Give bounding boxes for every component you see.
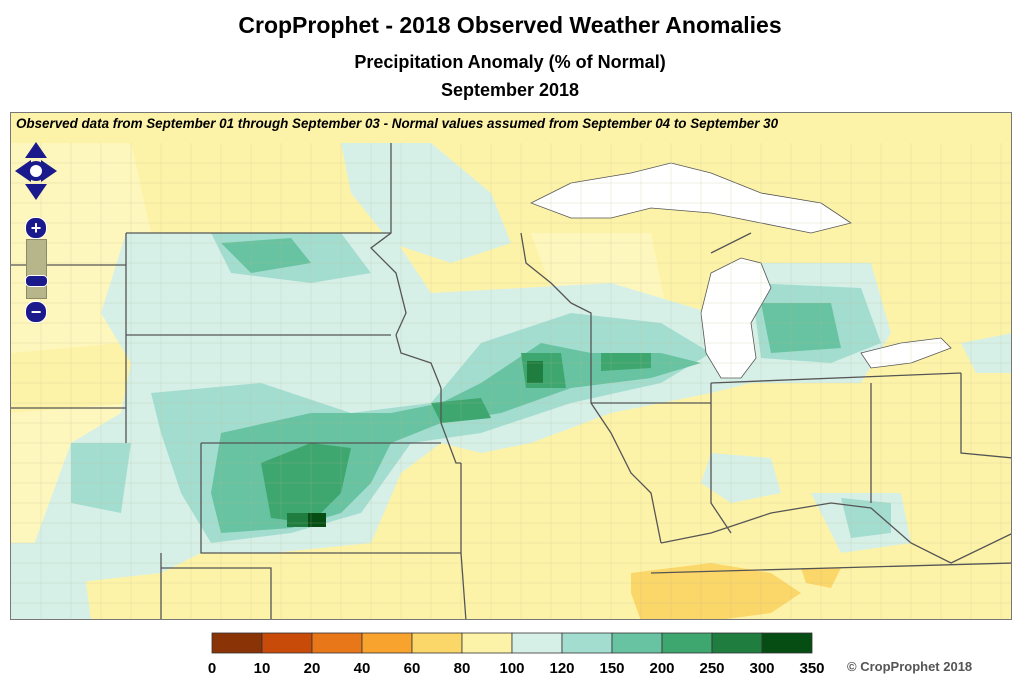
legend-tick-label: 20 bbox=[303, 660, 321, 677]
legend-tick-label: 10 bbox=[253, 660, 271, 677]
data-period-note: Observed data from September 01 through … bbox=[16, 116, 779, 131]
legend-colorbar bbox=[211, 632, 813, 654]
wet-zone-extreme bbox=[287, 361, 543, 527]
legend-tick-label: 80 bbox=[453, 660, 471, 677]
zoom-in-button[interactable]: + bbox=[25, 217, 47, 239]
legend-swatch bbox=[611, 632, 663, 654]
legend-tick-label: 300 bbox=[749, 660, 775, 677]
legend-swatch bbox=[211, 632, 263, 654]
zoom-slider-handle[interactable] bbox=[25, 275, 48, 287]
map-subtitle: Precipitation Anomaly (% of Normal) bbox=[354, 52, 666, 72]
copyright-text: © CropProphet 2018 bbox=[847, 659, 973, 674]
legend-tick-label: 350 bbox=[799, 660, 825, 677]
zoom-out-button[interactable]: − bbox=[25, 301, 47, 323]
legend-swatch bbox=[711, 632, 763, 654]
legend-swatch bbox=[661, 632, 713, 654]
legend-tick-label: 250 bbox=[699, 660, 725, 677]
legend-swatch bbox=[561, 632, 613, 654]
legend-tick-label: 200 bbox=[649, 660, 675, 677]
legend-swatch bbox=[511, 632, 563, 654]
county-grid bbox=[11, 143, 1011, 619]
legend-tick-label: 40 bbox=[353, 660, 371, 677]
zoom-control[interactable]: + − bbox=[25, 217, 48, 323]
legend-tick-label: 150 bbox=[599, 660, 625, 677]
lake-michigan bbox=[700, 257, 772, 379]
legend-swatch bbox=[761, 632, 813, 654]
map-frame[interactable]: Observed data from September 01 through … bbox=[10, 112, 1012, 620]
legend-tick-label: 100 bbox=[499, 660, 525, 677]
legend-swatch bbox=[311, 632, 363, 654]
pan-up-arrow-icon bbox=[25, 142, 47, 158]
legend-swatch bbox=[461, 632, 513, 654]
legend-tick-label: 120 bbox=[549, 660, 575, 677]
legend-tick-label: 60 bbox=[403, 660, 421, 677]
legend-swatch bbox=[411, 632, 463, 654]
legend-swatch bbox=[261, 632, 313, 654]
pan-control[interactable] bbox=[13, 140, 59, 202]
pan-left-arrow-icon bbox=[15, 160, 31, 182]
legend-tick-label: 0 bbox=[207, 660, 217, 677]
precipitation-anomaly-map[interactable] bbox=[11, 113, 1012, 620]
map-period: September 2018 bbox=[440, 80, 580, 100]
zoom-slider-track[interactable] bbox=[26, 239, 47, 299]
pan-down-arrow-icon bbox=[25, 184, 47, 200]
map-title: CropProphet - 2018 Observed Weather Anom… bbox=[238, 12, 782, 38]
legend-swatch bbox=[361, 632, 413, 654]
pan-right-arrow-icon bbox=[41, 160, 57, 182]
